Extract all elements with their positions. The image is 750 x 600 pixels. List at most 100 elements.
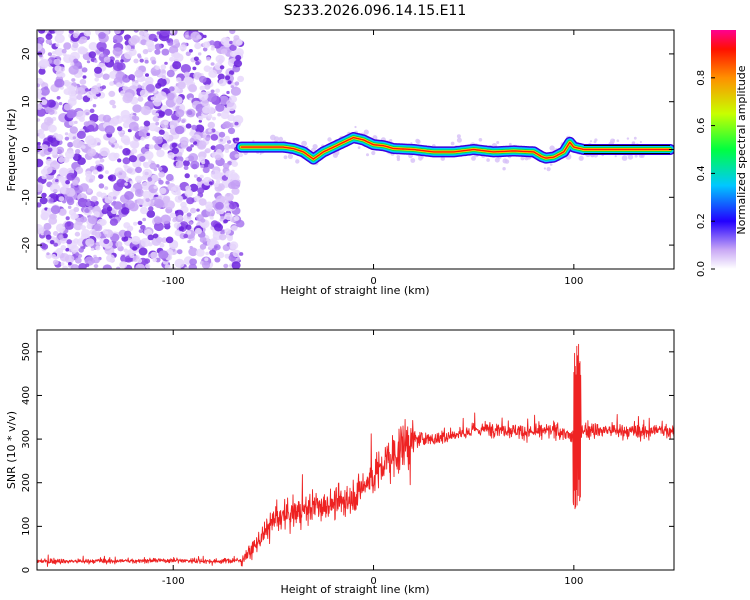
noise-speckle xyxy=(78,263,87,269)
noise-speckle xyxy=(138,229,143,234)
noise-speckle xyxy=(207,114,213,119)
ridge-fringe xyxy=(410,158,416,163)
noise-speckle xyxy=(234,153,240,159)
noise-speckle xyxy=(184,173,190,179)
noise-speckle xyxy=(68,120,75,126)
noise-speckle xyxy=(86,124,95,132)
noise-speckle xyxy=(164,108,173,116)
noise-speckle xyxy=(189,221,193,225)
noise-speckle xyxy=(144,57,149,61)
ridge-fringe xyxy=(614,155,617,158)
noise-speckle xyxy=(79,183,89,192)
noise-speckle xyxy=(231,261,241,269)
noise-speckle xyxy=(218,131,226,138)
noise-speckle xyxy=(109,99,116,106)
ridge-fringe xyxy=(440,156,445,161)
ridge-fringe xyxy=(639,140,643,144)
noise-speckle xyxy=(214,223,223,232)
ridge-fringe xyxy=(287,153,293,159)
noise-speckle xyxy=(215,195,226,205)
noise-speckle xyxy=(58,234,64,240)
noise-speckle xyxy=(220,111,230,120)
noise-speckle xyxy=(95,245,101,251)
noise-speckle xyxy=(199,85,206,91)
noise-speckle xyxy=(115,241,123,248)
noise-speckle xyxy=(193,56,199,62)
noise-speckle xyxy=(58,208,67,216)
y-tick-label: 10 xyxy=(21,95,32,108)
noise-speckle xyxy=(85,201,92,207)
noise-speckle xyxy=(162,143,170,151)
noise-speckle xyxy=(151,174,159,182)
noise-speckle xyxy=(146,210,156,218)
snr-x-ticks: -100 0 100 xyxy=(162,330,583,587)
ridge-fringe xyxy=(486,158,490,162)
noise-speckle xyxy=(106,254,115,263)
noise-speckle xyxy=(146,132,150,137)
noise-speckle xyxy=(131,235,141,245)
noise-speckle xyxy=(231,161,238,167)
noise-speckle xyxy=(65,247,70,252)
noise-speckle xyxy=(94,59,98,63)
noise-speckle xyxy=(183,76,194,86)
ridge-fringe xyxy=(389,139,393,143)
ridge-fringe xyxy=(456,134,461,139)
noise-speckle xyxy=(209,244,214,249)
noise-speckle xyxy=(207,121,215,129)
noise-speckle xyxy=(186,230,192,235)
noise-speckle xyxy=(229,241,239,250)
noise-speckle xyxy=(92,169,99,175)
ridge-fringe xyxy=(354,125,357,129)
noise-speckle xyxy=(209,66,213,70)
noise-speckle xyxy=(171,147,179,155)
noise-speckle xyxy=(63,54,73,64)
noise-speckle xyxy=(192,66,197,71)
ridge-fringe xyxy=(270,134,276,141)
noise-speckle xyxy=(65,216,70,221)
noise-speckle xyxy=(66,239,72,245)
noise-speckle xyxy=(37,202,42,208)
noise-speckle xyxy=(184,189,193,198)
noise-speckle xyxy=(133,221,138,226)
ridge-fringe xyxy=(502,167,506,171)
ridge-fringe xyxy=(627,154,634,160)
snr-series-line xyxy=(37,343,674,567)
noise-speckle xyxy=(123,138,131,146)
noise-speckle xyxy=(189,245,193,249)
noise-speckle xyxy=(161,48,170,56)
noise-speckle xyxy=(37,43,43,51)
noise-speckle xyxy=(62,265,68,269)
snr-plot-area xyxy=(37,330,674,570)
noise-speckle xyxy=(96,83,102,88)
noise-speckle xyxy=(98,32,106,39)
noise-speckle xyxy=(129,121,139,131)
noise-speckle xyxy=(72,136,77,140)
noise-speckle xyxy=(70,245,80,253)
noise-speckle xyxy=(153,94,163,103)
noise-speckle xyxy=(46,207,52,213)
noise-speckle xyxy=(238,152,244,158)
noise-speckle xyxy=(102,73,110,80)
ridge-fringe xyxy=(357,146,361,150)
noise-speckle xyxy=(52,259,59,265)
y-tick-label: -10 xyxy=(21,189,32,205)
colorbar: 0.0 0.2 0.4 0.6 0.8 Normalized spectral ampl… xyxy=(696,30,748,277)
noise-speckle xyxy=(37,83,41,88)
noise-speckle xyxy=(152,196,157,201)
noise-speckle xyxy=(58,196,65,202)
noise-speckle xyxy=(177,151,183,157)
noise-speckle xyxy=(140,136,145,141)
noise-speckle xyxy=(208,129,212,133)
noise-speckle xyxy=(99,219,107,226)
noise-speckle xyxy=(98,183,105,189)
noise-speckle xyxy=(175,160,184,168)
noise-speckle xyxy=(75,166,84,174)
noise-speckle xyxy=(204,257,209,262)
noise-speckle xyxy=(186,212,192,217)
ridge-fringe xyxy=(363,129,369,135)
noise-speckle xyxy=(224,135,230,141)
noise-speckle xyxy=(219,65,225,70)
noise-speckle xyxy=(208,69,218,78)
noise-speckle xyxy=(37,158,44,168)
noise-speckle xyxy=(182,160,190,167)
